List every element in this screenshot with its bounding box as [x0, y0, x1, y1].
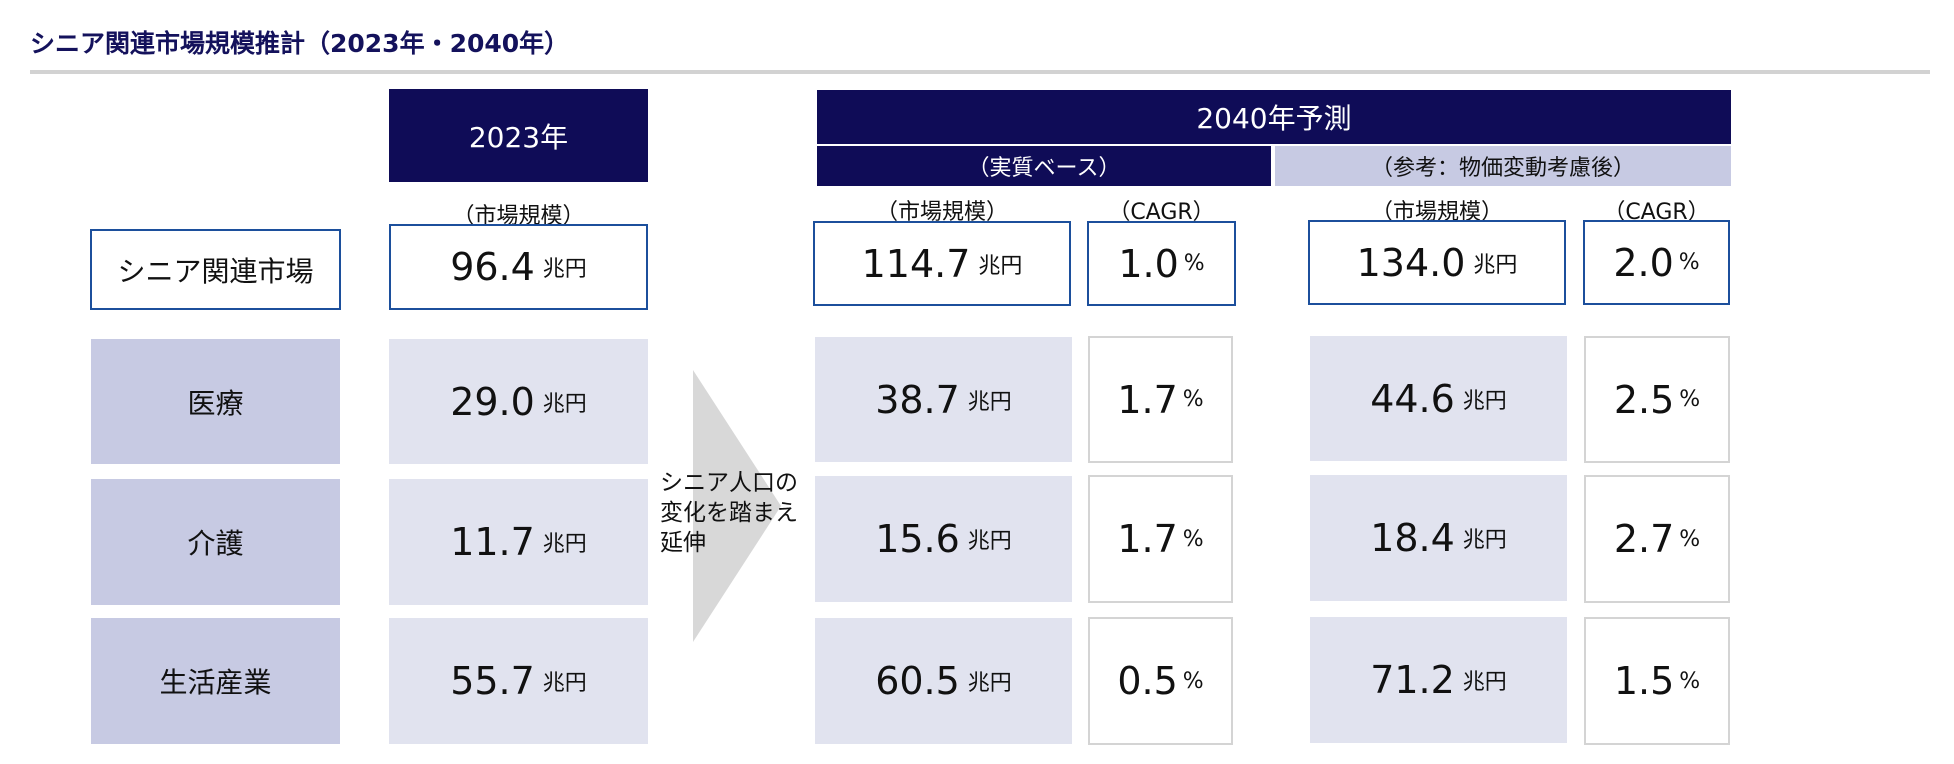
header-real-basis: （実質ベース）	[817, 146, 1271, 186]
arrow-note-line-3: 延伸	[660, 530, 706, 556]
header-2040-forecast: 2040年予測	[817, 90, 1731, 144]
value-ref-cagr-nursing-care: 2.7%	[1584, 475, 1730, 603]
value-ref-size-senior-market: 134.0 兆円	[1308, 220, 1566, 305]
value-real-size-senior-market: 114.7 兆円	[813, 221, 1071, 306]
value-real-cagr-nursing-care: 1.7%	[1088, 475, 1233, 603]
value-2023-nursing-care: 11.7 兆円	[389, 479, 648, 605]
arrow-note-line-1: シニア人口の	[660, 470, 798, 496]
page-title: シニア関連市場規模推計（2023年・2040年）	[30, 29, 570, 58]
value-ref-size-nursing-care: 18.4 兆円	[1310, 475, 1567, 601]
value-real-cagr-medical: 1.7%	[1088, 336, 1233, 463]
value-ref-size-lifestyle-industry: 71.2 兆円	[1310, 617, 1567, 743]
value-real-size-medical: 38.7 兆円	[815, 337, 1072, 462]
row-label-lifestyle-industry: 生活産業	[91, 618, 340, 744]
arrow-note: シニア人口の 変化を踏まえ 延伸	[660, 468, 798, 558]
value-2023-lifestyle-industry: 55.7 兆円	[389, 618, 648, 744]
value-ref-cagr-medical: 2.5%	[1584, 336, 1730, 463]
row-label-nursing-care: 介護	[91, 479, 340, 605]
value-real-size-lifestyle-industry: 60.5 兆円	[815, 618, 1072, 744]
value-real-cagr-lifestyle-industry: 0.5%	[1088, 617, 1233, 745]
col-label-cagr-real: （CAGR）	[1108, 200, 1215, 225]
title-divider	[30, 70, 1930, 74]
extension-arrow-icon	[693, 370, 781, 642]
value-2023-medical: 29.0 兆円	[389, 339, 648, 464]
value-2023-senior-market: 96.4 兆円	[389, 224, 648, 310]
col-label-market-size-real: （市場規模）	[875, 200, 1008, 225]
value-ref-size-medical: 44.6 兆円	[1310, 336, 1567, 461]
row-label-senior-market: シニア関連市場	[90, 229, 341, 310]
value-real-size-nursing-care: 15.6 兆円	[815, 476, 1072, 602]
value-real-cagr-senior-market: 1.0%	[1087, 221, 1236, 306]
header-2023: 2023年	[389, 89, 648, 182]
header-price-adjusted: （参考：物価変動考慮後）	[1275, 146, 1731, 186]
arrow-note-line-2: 変化を踏まえ	[660, 500, 798, 526]
value-ref-cagr-senior-market: 2.0%	[1583, 220, 1730, 305]
row-label-medical: 医療	[91, 339, 340, 464]
value-ref-cagr-lifestyle-industry: 1.5%	[1584, 617, 1730, 745]
